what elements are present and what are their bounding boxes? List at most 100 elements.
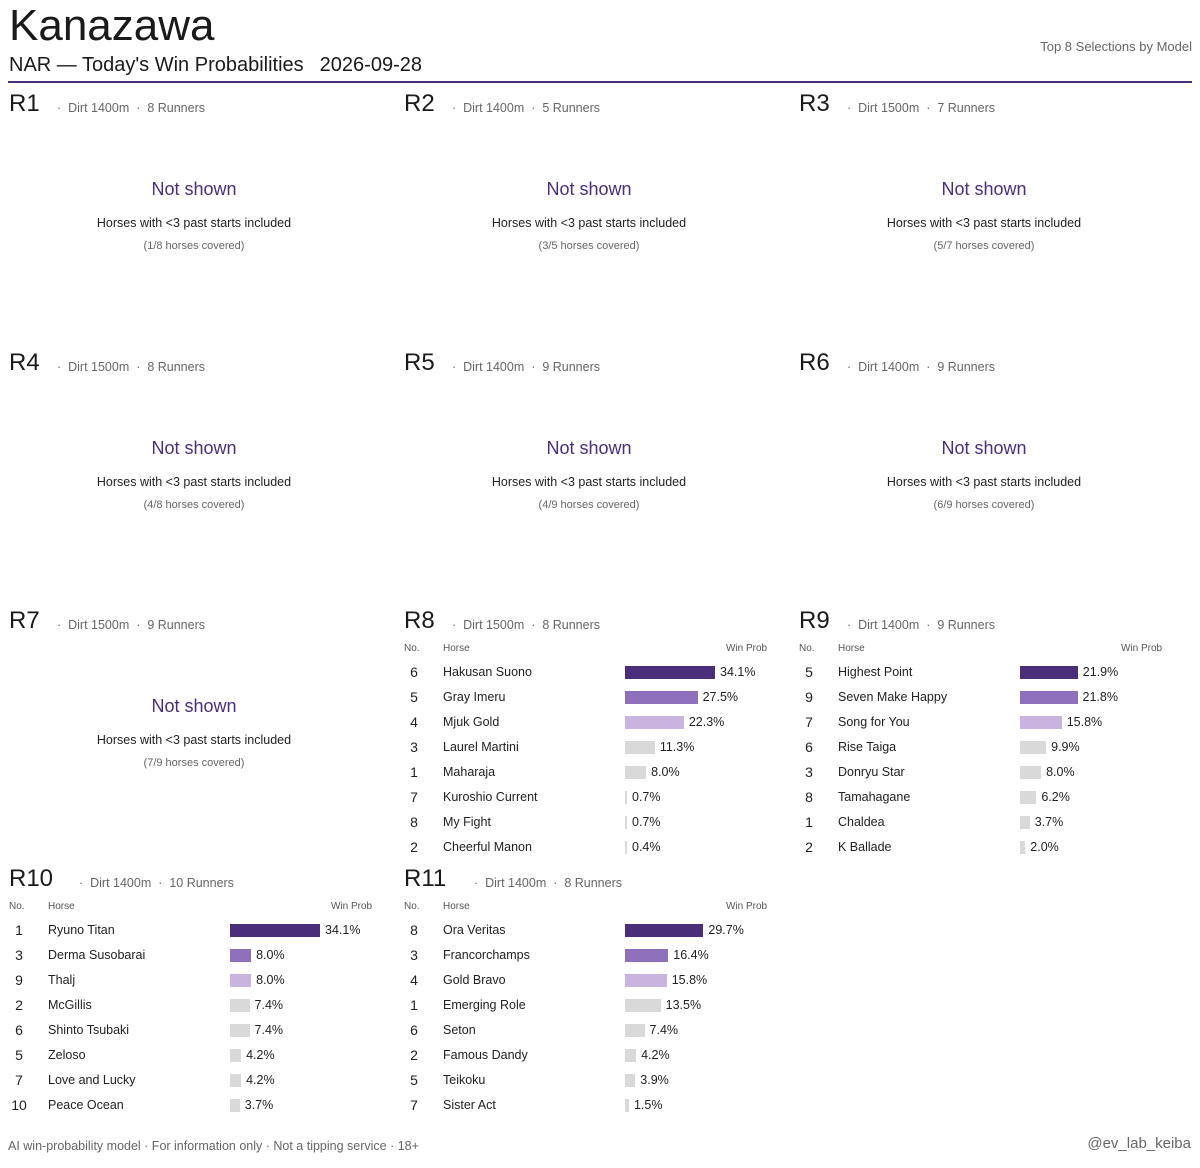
horse-name: Thalj [48, 973, 76, 987]
horse-name: Kuroshio Current [443, 790, 538, 804]
separator-dot: · [524, 101, 543, 115]
race-meta: · Dirt 1500m · 7 Runners [847, 101, 995, 115]
horse-number: 2 [15, 997, 23, 1013]
horse-name: Highest Point [838, 665, 913, 679]
horse-number: 5 [410, 689, 418, 705]
win-prob-bar [625, 791, 627, 804]
table-row: 5 Teikoku 3.9% [404, 1068, 784, 1093]
win-prob-label: 34.1% [325, 923, 361, 937]
race-number: R3 [799, 90, 830, 117]
win-prob-bar [625, 766, 647, 779]
win-prob-bar [1020, 716, 1062, 729]
win-prob-bar [625, 1074, 636, 1087]
race-runners: 8 Runners [542, 618, 600, 632]
win-prob-label: 0.4% [632, 840, 661, 854]
horse-name: Love and Lucky [48, 1073, 136, 1087]
separator-dot: · [919, 360, 938, 374]
win-prob-label: 7.4% [649, 1023, 679, 1037]
horse-name: Sister Act [443, 1098, 496, 1112]
horse-name: Ora Veritas [443, 923, 506, 937]
column-header-horse: Horse [838, 643, 865, 654]
table-row: 7 Sister Act 1.5% [404, 1093, 784, 1118]
horse-name: K Ballade [838, 840, 892, 854]
separator-dot: · [57, 360, 69, 374]
table-row: 1 Chaldea 3.7% [799, 810, 1179, 835]
horse-number: 2 [410, 1047, 418, 1063]
horse-number: 3 [805, 764, 813, 780]
win-prob-bar [625, 816, 627, 829]
table-row: 6 Rise Taiga 9.9% [799, 735, 1179, 760]
table-row: 3 Francorchamps 16.4% [404, 943, 784, 968]
win-prob-label: 16.4% [673, 948, 709, 962]
win-prob-bar [230, 974, 252, 987]
not-shown-reason: Horses with <3 past starts included [491, 216, 687, 230]
table-row: 7 Love and Lucky 4.2% [9, 1068, 389, 1093]
race-surface: Dirt 1500m [463, 618, 525, 632]
horse-name: Ryuno Titan [48, 923, 115, 937]
separator-dot: · [847, 101, 859, 115]
win-prob-label: 2.0% [1030, 840, 1059, 854]
race-surface: Dirt 1400m [463, 360, 525, 374]
race-runners: 7 Runners [937, 101, 995, 115]
win-prob-label: 15.8% [1066, 715, 1103, 729]
separator-dot: · [452, 618, 464, 632]
horse-name: Donryu Star [838, 765, 905, 779]
horse-name: Seven Make Happy [838, 690, 948, 704]
table-row: 3 Donryu Star 8.0% [799, 760, 1179, 785]
column-header-no: No. [9, 901, 25, 912]
separator-dot: · [452, 101, 464, 115]
horse-number: 9 [15, 972, 23, 988]
race-number: R7 [9, 607, 40, 634]
separator-dot: · [151, 876, 170, 890]
race-number: R5 [404, 349, 435, 376]
horse-name: Francorchamps [443, 948, 530, 962]
win-prob-bar [625, 974, 667, 987]
win-prob-label: 8.0% [256, 948, 285, 962]
win-prob-label: 3.9% [640, 1073, 669, 1087]
race-meta: · Dirt 1400m · 8 Runners [57, 101, 205, 115]
horse-number: 5 [410, 1072, 418, 1088]
not-shown-title: Not shown [941, 438, 1027, 458]
coverage-note: (4/8 horses covered) [143, 499, 245, 511]
race-number: R11 [404, 865, 447, 892]
win-prob-bar [1020, 841, 1026, 854]
table-row: 5 Gray Imeru 27.5% [404, 685, 784, 710]
race-runners: 9 Runners [937, 360, 995, 374]
race-meta: · Dirt 1400m · 8 Runners [474, 876, 622, 890]
race-surface: Dirt 1500m [68, 618, 130, 632]
table-row: 8 Tamahagane 6.2% [799, 785, 1179, 810]
table-row: 9 Thalj 8.0% [9, 968, 389, 993]
table-row: 3 Laurel Martini 11.3% [404, 735, 784, 760]
horse-number: 7 [410, 789, 418, 805]
race-meta: · Dirt 1500m · 9 Runners [57, 618, 205, 632]
footer-handle: @ev_lab_keiba [1087, 1135, 1191, 1152]
race-runners: 10 Runners [169, 876, 234, 890]
horse-number: 7 [805, 714, 813, 730]
horse-name: Peace Ocean [48, 1098, 124, 1112]
table-row: 6 Seton 7.4% [404, 1018, 784, 1043]
win-prob-label: 13.5% [665, 998, 702, 1012]
win-prob-label: 0.7% [632, 815, 661, 829]
separator-dot: · [129, 101, 148, 115]
column-header-no: No. [404, 901, 420, 912]
win-prob-label: 8.0% [256, 973, 285, 987]
win-prob-bar [625, 999, 661, 1012]
footer-disclaimer: AI win-probability model · For informati… [8, 1139, 419, 1153]
horse-name: Mjuk Gold [443, 715, 500, 729]
race-header: R11 · Dirt 1400m · 8 Runners [404, 862, 784, 892]
column-header-horse: Horse [48, 901, 75, 912]
race-panel-r5: R5 · Dirt 1400m · 9 Runners Not shown Horse… [404, 346, 784, 596]
horse-number: 2 [805, 839, 813, 855]
column-header-win-prob: Win Prob [1121, 643, 1163, 654]
race-panel-r9: R9 · Dirt 1400m · 9 Runners No. Horse Win Pr… [799, 604, 1179, 856]
win-prob-label: 11.3% [659, 740, 695, 754]
race-header: R7 · Dirt 1500m · 9 Runners [9, 604, 389, 634]
race-header: R1 · Dirt 1400m · 8 Runners [9, 87, 389, 117]
win-prob-label: 21.8% [1082, 690, 1118, 704]
horse-number: 6 [410, 664, 418, 680]
horse-number: 3 [15, 947, 23, 963]
column-header-no: No. [799, 643, 815, 654]
horse-number: 3 [410, 947, 418, 963]
win-prob-bar [625, 1049, 637, 1062]
race-runners: 9 Runners [542, 360, 600, 374]
